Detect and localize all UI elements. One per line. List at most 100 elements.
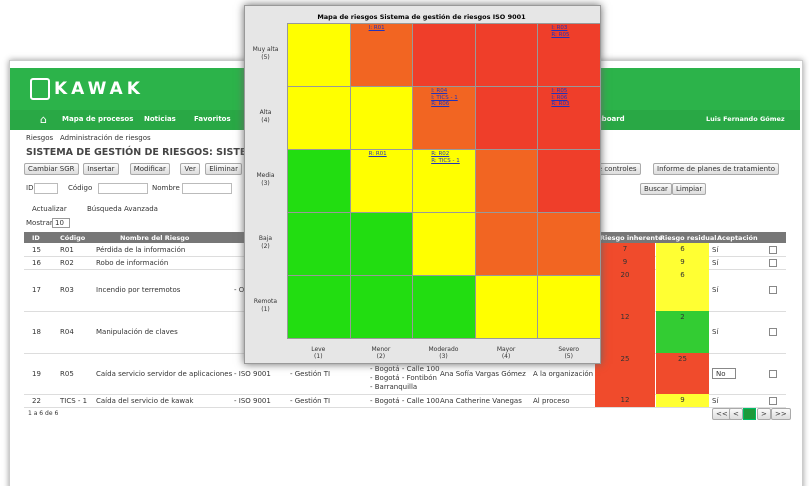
map-cell [474,86,539,150]
map-cell [349,149,414,213]
map-cell [349,86,414,150]
risk-cell: 2 [656,311,709,353]
map-cell [412,86,476,150]
map-cell [287,149,351,213]
risk-cell: 20 [595,269,655,311]
cell-scope: Al proceso [533,396,570,405]
map-item[interactable]: R: R01 [368,151,387,157]
map-cell [537,275,601,339]
acceptance[interactable]: Sí [712,258,719,267]
col-level: (3) [439,353,448,360]
column-header: Aceptación [717,234,758,242]
checkbox[interactable] [769,245,777,254]
toolbar[interactable]: Búsqueda Avanzada [87,205,158,213]
input[interactable] [98,183,148,194]
risk-cell: 12 [595,311,655,353]
map-cell [349,23,414,87]
map-cell [287,212,351,276]
cell-system: - ISO 9001 [234,369,271,378]
select[interactable] [712,368,736,379]
map-cell [412,212,476,276]
map-item[interactable]: I: R05 [551,88,568,94]
pager-current[interactable] [743,408,756,420]
cell-name: Manipulación de claves [96,328,178,336]
row-label: Remota [253,297,278,305]
map-item[interactable]: I: R06 [551,94,568,101]
risk-cell: 9 [656,394,709,407]
row-level: (4) [261,116,270,124]
button[interactable]: Eliminar [205,163,242,175]
map-item[interactable]: R: R03 [551,101,570,107]
cell-id: 19 [32,369,41,378]
cell-id: 16 [32,258,41,267]
map-item[interactable]: I: R03 [551,25,568,31]
map-item[interactable]: I: R01 [368,25,385,31]
button[interactable]: Ver [180,163,200,175]
button[interactable]: Cambiar SGR [24,163,79,175]
checkbox[interactable] [769,328,777,336]
filter-label: Código [68,184,93,192]
map-cell [349,212,414,276]
acceptance[interactable]: No [716,369,726,378]
cell-name: Caída servicio servidor de aplicaciones [96,369,233,378]
checkbox[interactable] [769,286,777,294]
button[interactable]: Insertar [83,163,119,175]
map-item[interactable]: R: TICS - 1 [431,157,460,164]
button[interactable]: Modificar [129,163,170,175]
row-level: (5) [261,53,270,61]
cell-location: - Barranquilla [370,383,418,391]
map-cell [474,149,539,213]
col-label: Mayor [496,346,516,353]
map-cell [537,212,601,276]
button[interactable]: Buscar [640,183,672,195]
risk-cell: 7 [595,243,655,256]
map-item[interactable]: I: R04 [431,88,448,94]
row-level: (1) [261,305,270,313]
col-level: (2) [376,353,386,360]
map-item[interactable]: R: R02 [431,151,450,157]
user[interactable]: Luis Fernando Gómez [706,115,785,123]
nav-item[interactable]: Mapa de procesos [62,115,134,123]
cell-owner: Ana Sofía Vargas Gómez [440,369,526,378]
map-cell [287,86,351,150]
home-icon[interactable]: ⌂ [40,113,47,126]
breadcrumb[interactable]: Administración de riesgos [60,134,151,142]
cell-system: - ISO 9001 [234,396,271,405]
col-level: (4) [501,353,511,360]
cell-code: R02 [60,258,74,267]
button[interactable]: Informe de planes de tratamiento [653,163,780,175]
acceptance[interactable]: Sí [712,396,719,405]
risk-cell: 25 [656,353,709,394]
map-item[interactable]: R: R05 [551,31,570,38]
input[interactable] [34,183,58,194]
button[interactable]: Limpiar [672,183,707,195]
row-label: Alta [259,108,272,116]
row-level: (2) [261,242,270,250]
nav-item[interactable]: Noticias [144,115,176,123]
nav-item[interactable]: Dashboard [582,115,625,123]
column-header: Riesgo residual [660,234,717,242]
select[interactable]: 10 [52,218,70,228]
nav-item[interactable]: Favoritos [194,115,231,123]
pager-button[interactable]: >> [771,408,791,420]
acceptance[interactable]: Sí [712,286,719,294]
cell-location: - Bogotá - Fontibón [370,374,437,382]
pager-button[interactable]: < [729,408,743,420]
map-cell [474,212,539,276]
breadcrumb[interactable]: Riesgos [26,134,54,142]
acceptance[interactable]: Sí [712,328,719,336]
pager-button[interactable]: > [757,408,771,420]
checkbox[interactable] [769,369,777,378]
column-header: ID [32,234,40,242]
acceptance[interactable]: Sí [712,245,719,254]
column-header: Código [60,234,86,242]
map-item[interactable]: R: R06 [431,101,450,107]
cell-name: Robo de información [96,258,169,267]
map-item[interactable]: I: TICS - 1 [431,94,458,101]
checkbox[interactable] [769,396,777,405]
cell-code: R05 [60,369,74,378]
input[interactable] [182,183,232,194]
checkbox[interactable] [769,258,777,267]
toolbar[interactable]: Actualizar [32,205,67,213]
map-cell [287,23,351,87]
